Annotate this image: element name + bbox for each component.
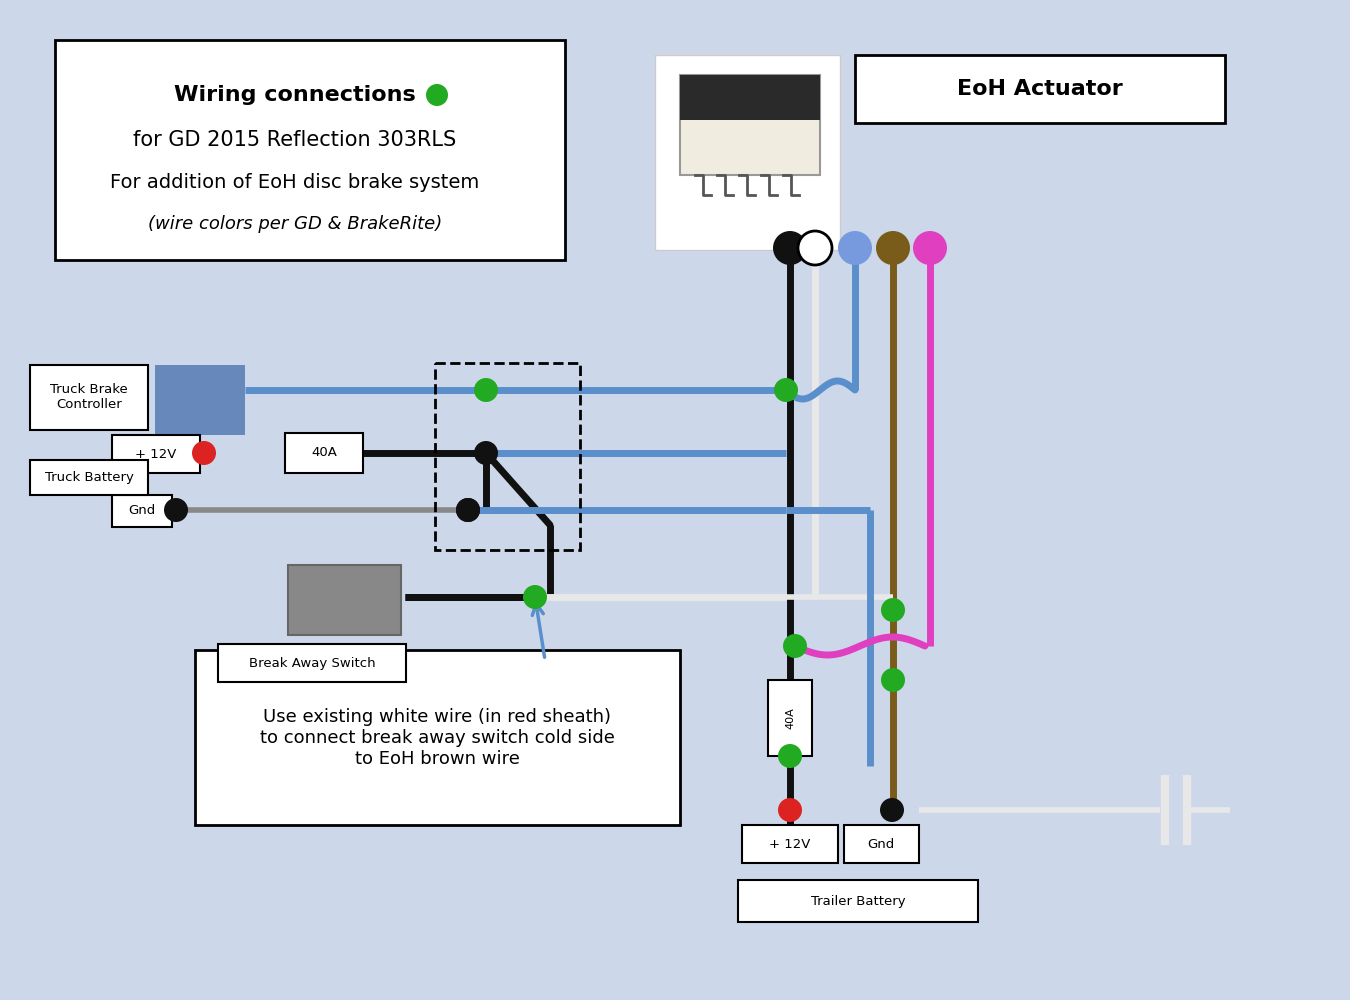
Bar [435,363,580,550]
Circle shape [876,231,910,265]
Circle shape [882,668,905,692]
Bar [680,75,819,175]
Text: + 12V: + 12V [769,838,811,850]
Circle shape [778,744,802,768]
Text: + 12V: + 12V [135,448,177,460]
Bar [680,75,819,120]
Bar [768,680,811,756]
Text: Gnd: Gnd [128,504,155,518]
Text: Gnd: Gnd [867,838,895,850]
Text: (wire colors per GD & BrakeRite): (wire colors per GD & BrakeRite) [148,215,441,233]
Text: Truck Brake
Controller: Truck Brake Controller [50,383,128,411]
Bar [655,55,840,250]
Circle shape [882,598,905,622]
Bar [743,825,838,863]
Bar [844,825,919,863]
Text: Wiring connections: Wiring connections [174,85,416,105]
Bar [30,365,148,430]
Circle shape [456,498,481,522]
Text: Break Away Switch: Break Away Switch [248,656,375,670]
Text: For addition of EoH disc brake system: For addition of EoH disc brake system [111,174,479,192]
Bar [112,435,200,473]
Circle shape [192,441,216,465]
Circle shape [163,498,188,522]
Circle shape [838,231,872,265]
Text: 40A: 40A [784,707,795,729]
Text: Use existing white wire (in red sheath)
to connect break away switch cold side
t: Use existing white wire (in red sheath) … [259,708,614,768]
Circle shape [913,231,946,265]
Circle shape [774,231,807,265]
Circle shape [456,498,481,522]
Bar [30,460,148,495]
Circle shape [880,798,905,822]
Bar [855,55,1224,123]
Bar [285,433,363,473]
Text: 40A: 40A [310,446,338,460]
Bar [155,365,244,435]
Circle shape [778,798,802,822]
Circle shape [783,634,807,658]
Bar [217,644,406,682]
Bar [194,650,680,825]
Text: EoH Actuator: EoH Actuator [957,79,1123,99]
Circle shape [522,585,547,609]
Bar [738,880,977,922]
Circle shape [427,84,448,106]
Text: Trailer Battery: Trailer Battery [811,894,906,908]
Text: for GD 2015 Reflection 303RLS: for GD 2015 Reflection 303RLS [134,130,456,150]
Bar [55,40,566,260]
Circle shape [474,378,498,402]
Text: Truck Battery: Truck Battery [45,471,134,484]
Circle shape [774,378,798,402]
Circle shape [798,231,832,265]
Bar [288,565,401,635]
Circle shape [474,441,498,465]
Bar [112,495,171,527]
